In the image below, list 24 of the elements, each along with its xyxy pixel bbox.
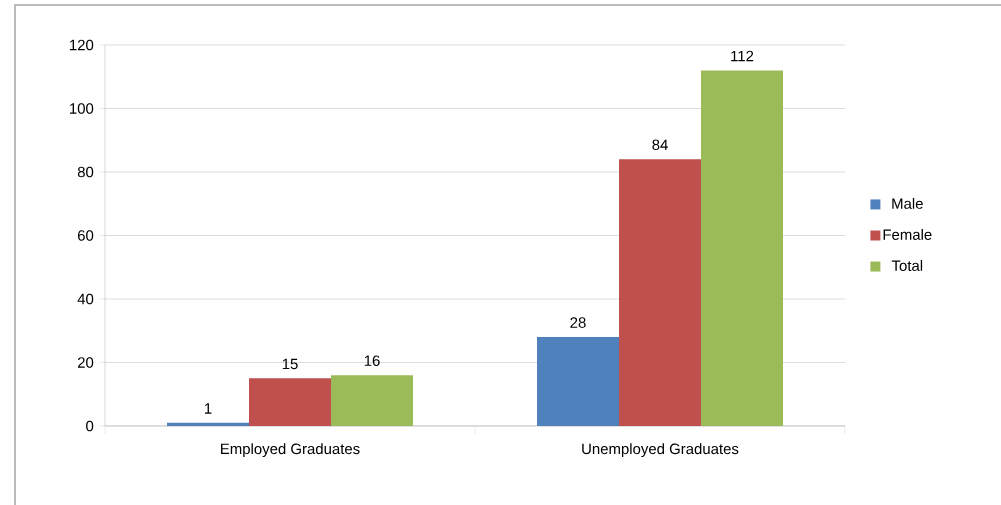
bar xyxy=(331,375,414,426)
data-label: 28 xyxy=(570,317,586,328)
data-label: 16 xyxy=(364,355,380,366)
bar xyxy=(249,378,332,426)
data-label: 84 xyxy=(652,139,668,151)
bar xyxy=(619,159,702,426)
bar xyxy=(701,70,784,426)
data-label: 112 xyxy=(731,50,754,62)
y-tick-label: 0 xyxy=(86,420,94,432)
y-tick-label: 60 xyxy=(77,230,94,241)
legend-label: Female xyxy=(883,228,932,240)
y-tick-label: 80 xyxy=(77,166,94,178)
data-label: 1 xyxy=(205,403,212,414)
y-tick-label: 120 xyxy=(70,39,94,51)
x-tick-label: Unemployed Graduates xyxy=(582,443,739,458)
bar xyxy=(167,422,250,426)
y-tick-label: 40 xyxy=(77,293,94,305)
y-tick-label: 20 xyxy=(77,357,94,368)
y-tick-label: 100 xyxy=(70,103,94,114)
bar xyxy=(537,337,620,426)
data-label: 15 xyxy=(282,358,298,370)
legend-label: Male xyxy=(892,197,923,209)
x-tick-label: Employed Graduates xyxy=(221,443,360,458)
legend-label: Total xyxy=(891,260,923,271)
